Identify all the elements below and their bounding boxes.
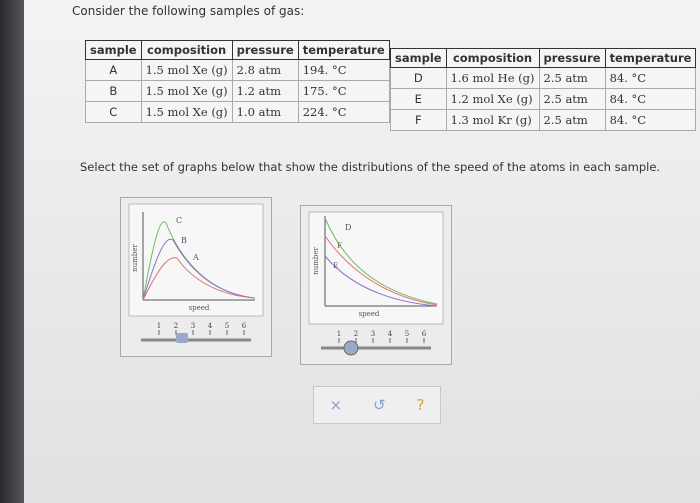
curve-label: B: [181, 236, 187, 245]
curve: [142, 257, 256, 301]
cell: 175. °C: [297, 80, 390, 102]
row: A 1.5 mol Xe (g) 2.8 atm 194. °C: [85, 59, 390, 81]
cell: 1.5 mol Xe (g): [140, 80, 233, 102]
cell: B: [85, 80, 142, 102]
slider-tick-label: 4: [208, 322, 213, 330]
help-button[interactable]: ?: [416, 396, 425, 414]
graph: C B A number speed 1 2 3 4 5 6: [128, 203, 264, 343]
table: sample composition pressure temperature A 1.5…: [85, 40, 390, 123]
column-header: composition: [445, 48, 540, 68]
cell: 1.5 mol Xe (g): [140, 59, 233, 81]
slider-tick-label: 4: [388, 330, 393, 338]
cell: 1.5 mol Xe (g): [140, 101, 233, 123]
cell: E: [390, 88, 447, 110]
cell: 1.2 mol Xe (g): [445, 88, 540, 110]
slider-tick-label: 3: [371, 330, 375, 338]
cell: 194. °C: [297, 59, 390, 81]
y-label: number: [131, 244, 139, 272]
curve: [324, 217, 438, 305]
column-header: sample: [85, 40, 142, 60]
curve-label: F: [337, 242, 342, 250]
table: sample composition pressure temperature D 1.6…: [390, 48, 697, 131]
slider-tick-label: 2: [354, 330, 358, 338]
row: F 1.3 mol Kr (g) 2.5 atm 84. °C: [390, 109, 697, 131]
slider-tick-label: 3: [191, 322, 195, 330]
x-label: speed: [189, 304, 210, 312]
cell: 84. °C: [604, 109, 697, 131]
slider-tick-label: 6: [422, 330, 427, 338]
cell: 84. °C: [604, 88, 697, 110]
cell: 224. °C: [297, 101, 390, 123]
cell: F: [390, 109, 447, 131]
slider-knob[interactable]: [176, 333, 188, 343]
clear-button[interactable]: ×: [329, 396, 343, 414]
column-header: temperature: [297, 40, 390, 60]
column-header: temperature: [604, 48, 697, 68]
x-label: speed: [359, 310, 380, 318]
cell: 1.0 atm: [231, 101, 299, 123]
row: B 1.5 mol Xe (g) 1.2 atm 175. °C: [85, 80, 390, 102]
column-header: pressure: [538, 48, 606, 68]
instruction: Select the set of graphs below that show…: [80, 160, 661, 174]
cell: 84. °C: [604, 67, 697, 89]
frame: [0, 0, 24, 503]
undo-button[interactable]: ↺: [373, 396, 386, 414]
cell: 2.5 atm: [538, 109, 606, 131]
cell: 2.5 atm: [538, 67, 606, 89]
y-label: number: [312, 247, 320, 275]
slider-tick-label: 2: [174, 322, 178, 330]
curve-label: D: [345, 223, 351, 232]
cell: 1.6 mol He (g): [445, 67, 540, 89]
cell: 2.5 atm: [538, 88, 606, 110]
cell: 2.8 atm: [231, 59, 299, 81]
slider-tick-label: 6: [242, 322, 247, 330]
header-row: sample composition pressure temperature: [390, 48, 697, 68]
curve-label: C: [176, 216, 182, 225]
slider-tick-label: 5: [225, 322, 229, 330]
graph-option[interactable]: C B A number speed 1 2 3 4 5 6: [120, 197, 272, 357]
plot-frame: [308, 211, 444, 325]
prompt: Consider the following samples of gas:: [72, 4, 305, 18]
curve-label: E: [333, 262, 338, 270]
cell: D: [390, 67, 447, 89]
row: C 1.5 mol Xe (g) 1.0 atm 224. °C: [85, 101, 390, 123]
cell: C: [85, 101, 142, 123]
slider-tick-label: 1: [157, 322, 161, 330]
row: E 1.2 mol Xe (g) 2.5 atm 84. °C: [390, 88, 697, 110]
column-header: pressure: [231, 40, 299, 60]
slider-knob[interactable]: [343, 340, 359, 356]
cell: A: [85, 59, 142, 81]
curve: [142, 238, 256, 301]
cell: 1.2 atm: [231, 80, 299, 102]
header-row: sample composition pressure temperature: [85, 40, 390, 60]
button-bar: × ↺ ?: [313, 386, 441, 424]
curve: [324, 235, 438, 306]
slider-tick-label: 1: [337, 330, 341, 338]
graph-option[interactable]: D F E number speed 1 2 3 4 5 6: [300, 205, 452, 365]
curve-label: A: [192, 253, 199, 262]
column-header: composition: [140, 40, 233, 60]
cell: 1.3 mol Kr (g): [445, 109, 540, 131]
slider-tick-label: 5: [405, 330, 409, 338]
curve: [324, 255, 438, 307]
plot-frame: [128, 203, 264, 317]
graph: D F E number speed 1 2 3 4 5 6: [308, 211, 444, 356]
column-header: sample: [390, 48, 447, 68]
row: D 1.6 mol He (g) 2.5 atm 84. °C: [390, 67, 697, 89]
